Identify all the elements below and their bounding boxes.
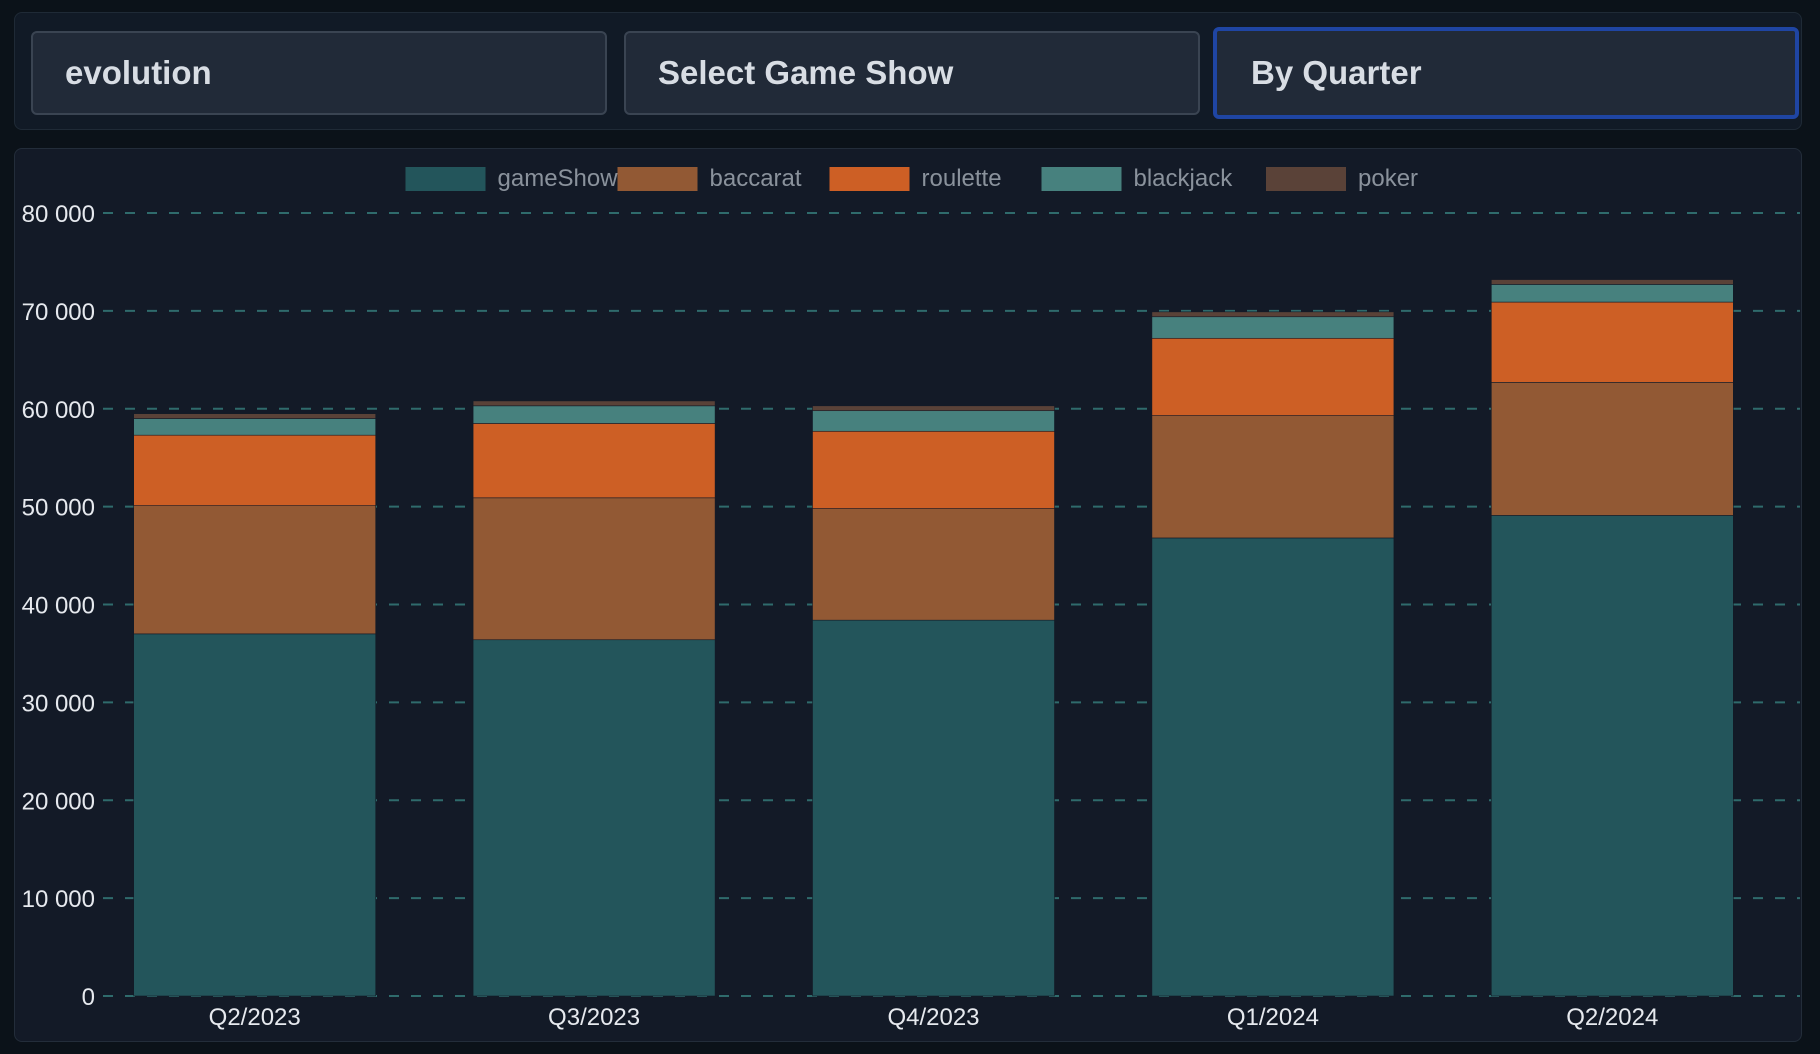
bars — [133, 279, 1734, 997]
legend-swatch-baccarat[interactable] — [617, 167, 698, 191]
legend: gameShow baccarat roulette blackjack poker — [405, 165, 1418, 192]
bar-roulette[interactable] — [812, 430, 1055, 509]
bar-baccarat[interactable] — [1491, 382, 1734, 516]
bar-gameShow[interactable] — [1151, 537, 1395, 997]
legend-label-baccarat[interactable]: baccarat — [710, 165, 802, 192]
bar-roulette[interactable] — [1491, 301, 1734, 383]
bar-blackjack[interactable] — [1491, 284, 1734, 303]
bar-poker[interactable] — [472, 400, 716, 407]
legend-swatch-gameShow[interactable] — [405, 167, 486, 191]
y-tick-label: 10 000 — [22, 886, 95, 913]
legend-label-roulette[interactable]: roulette — [922, 165, 1002, 192]
y-tick-label: 20 000 — [22, 788, 95, 815]
bar-gameShow[interactable] — [812, 619, 1055, 997]
y-tick-label: 30 000 — [22, 690, 95, 717]
bar-poker[interactable] — [1491, 279, 1734, 285]
bar-poker[interactable] — [812, 405, 1055, 412]
stacked-bar-chart: 0 10 000 20 000 30 000 40 000 50 000 60 000 70 … — [22, 165, 1800, 1031]
x-tick-label: Q2/2023 — [209, 1004, 301, 1031]
game-show-select[interactable]: Select Game Show — [624, 31, 1200, 115]
bar-baccarat[interactable] — [133, 505, 376, 635]
bar-blackjack[interactable] — [472, 405, 716, 424]
x-tick-label: Q3/2023 — [548, 1004, 640, 1031]
y-tick-label: 60 000 — [22, 397, 95, 424]
x-tick-label: Q1/2024 — [1227, 1004, 1319, 1031]
provider-select[interactable]: evolution — [31, 31, 607, 115]
chart-panel: 0 10 000 20 000 30 000 40 000 50 000 60 000 70 … — [14, 148, 1802, 1042]
bar-baccarat[interactable] — [812, 508, 1055, 621]
filter-bar: evolution Select Game Show By Quarter — [14, 12, 1802, 130]
bar-blackjack[interactable] — [812, 410, 1055, 432]
bar-gameShow[interactable] — [133, 633, 376, 997]
bar-blackjack[interactable] — [133, 418, 376, 436]
axes: 0 10 000 20 000 30 000 40 000 50 000 60 000 70 … — [22, 201, 1659, 1031]
bar-baccarat[interactable] — [1151, 415, 1395, 539]
legend-swatch-blackjack[interactable] — [1041, 167, 1122, 191]
y-tick-label: 50 000 — [22, 495, 95, 522]
legend-swatch-roulette[interactable] — [829, 167, 910, 191]
grouping-select[interactable]: By Quarter — [1213, 27, 1799, 119]
bar-roulette[interactable] — [1151, 337, 1395, 416]
legend-swatch-poker[interactable] — [1266, 167, 1346, 191]
legend-label-gameShow[interactable]: gameShow — [498, 165, 619, 192]
bar-blackjack[interactable] — [1151, 316, 1395, 339]
y-tick-label: 80 000 — [22, 201, 95, 228]
bar-roulette[interactable] — [472, 423, 716, 499]
x-tick-label: Q4/2023 — [887, 1004, 979, 1031]
x-tick-label: Q2/2024 — [1566, 1004, 1658, 1031]
y-tick-label: 70 000 — [22, 299, 95, 326]
bar-poker[interactable] — [1151, 311, 1395, 318]
y-tick-label: 0 — [82, 984, 95, 1011]
bar-gameShow[interactable] — [472, 639, 716, 997]
y-tick-label: 40 000 — [22, 593, 95, 620]
bar-baccarat[interactable] — [472, 497, 716, 641]
legend-label-blackjack[interactable]: blackjack — [1134, 165, 1234, 192]
bar-roulette[interactable] — [133, 434, 376, 506]
bar-poker[interactable] — [133, 413, 376, 419]
legend-label-poker[interactable]: poker — [1358, 165, 1418, 192]
bar-gameShow[interactable] — [1491, 515, 1734, 997]
